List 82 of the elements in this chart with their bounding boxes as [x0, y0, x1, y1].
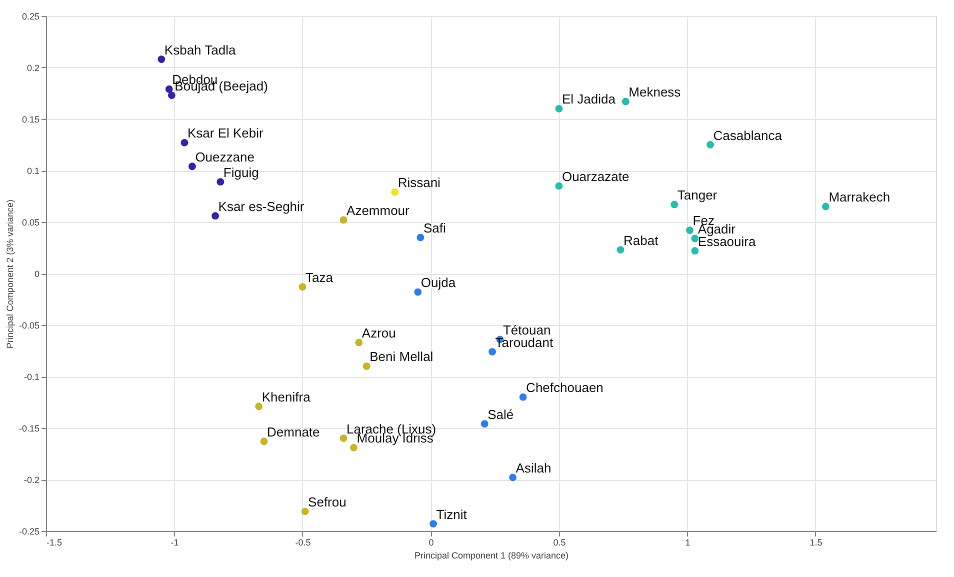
annotation: Azemmour [346, 202, 410, 218]
y-tick-label: -0.25 [18, 526, 40, 536]
point [260, 438, 268, 446]
point [488, 348, 496, 356]
annotation: Figuig [223, 164, 259, 180]
y-tick-label: 0 [34, 269, 40, 279]
x-tick-label: 1 [685, 538, 690, 548]
annotation: Mekness [628, 84, 682, 100]
annotation: Khenifra [262, 389, 312, 404]
point [686, 226, 694, 234]
point [355, 338, 363, 346]
annotation: Taroudant [495, 334, 554, 350]
annotation: Salé [488, 406, 514, 422]
point [691, 234, 699, 242]
annotation: Tanger [677, 187, 718, 202]
annotation: Casablanca [713, 128, 783, 143]
x-tick-label: 0.5 [553, 538, 566, 548]
x-tick-label: -1.5 [46, 538, 62, 548]
annotation: Ksar El Kebir [188, 126, 264, 141]
annotation: Tétouan [502, 322, 551, 338]
point [670, 200, 678, 208]
point [340, 216, 348, 224]
annotation: Oujda [420, 275, 456, 290]
point [622, 98, 630, 106]
annotation: Sefrou [308, 494, 346, 510]
point [430, 520, 437, 528]
point [168, 92, 176, 100]
point [509, 474, 517, 482]
annotation: Tiznit [436, 506, 468, 522]
x-tick-label: -0.5 [295, 538, 311, 548]
annotation: Safi [423, 220, 446, 236]
point [555, 182, 563, 190]
x-tick-label: -1 [170, 538, 179, 548]
annotation: Rissani [398, 175, 441, 190]
point [188, 162, 196, 170]
annotation: Marrakech [828, 190, 890, 205]
annotation: Rabat [624, 232, 659, 248]
point [416, 234, 424, 242]
annotation: Demnate [267, 424, 320, 440]
x-axis-title: Principal Component 1 (89% variance) [414, 550, 569, 560]
y-tick-label: 0.1 [26, 166, 40, 176]
annotation: Asilah [516, 460, 552, 476]
annotation: Azrou [362, 326, 396, 341]
point [822, 202, 830, 210]
point [519, 393, 527, 401]
point [180, 138, 188, 146]
annotation: Taza [305, 270, 334, 285]
point [555, 105, 563, 112]
point [350, 444, 358, 452]
point [216, 178, 224, 186]
y-tick-label: -0.05 [18, 320, 40, 330]
x-tick-label: 1.5 [810, 538, 822, 548]
x-tick-label: 0 [428, 538, 434, 548]
annotation: Ouarzazate [562, 168, 630, 184]
y-tick-label: -0.1 [24, 372, 40, 382]
point [414, 288, 422, 296]
y-tick-label: 0.05 [22, 218, 40, 228]
y-tick-label: 0.15 [22, 114, 40, 124]
point [340, 434, 348, 442]
y-tick-label: -0.15 [18, 424, 40, 434]
point [616, 246, 624, 254]
y-tick-label: 0.25 [22, 12, 40, 22]
point [691, 247, 699, 255]
point [391, 188, 399, 196]
point [165, 85, 173, 93]
point [706, 141, 714, 148]
annotation: Beni Mellal [370, 349, 434, 364]
annotation: Ksar es-Seghir [218, 198, 305, 214]
point [158, 56, 166, 63]
point [255, 402, 263, 410]
y-axis-title: Principal Component 2 (3% variance) [4, 199, 15, 349]
point [298, 283, 306, 291]
annotation: Chefchouaen [526, 380, 604, 396]
point [301, 508, 309, 516]
point [362, 362, 370, 370]
point [212, 212, 219, 220]
annotation: Ouezzane [195, 149, 254, 164]
y-tick-label: 0.2 [26, 63, 40, 73]
annotation: El Jadida [562, 92, 616, 107]
y-tick-label: -0.2 [24, 475, 40, 485]
point [480, 420, 488, 428]
annotation: Ksbah Tadla [164, 42, 237, 58]
